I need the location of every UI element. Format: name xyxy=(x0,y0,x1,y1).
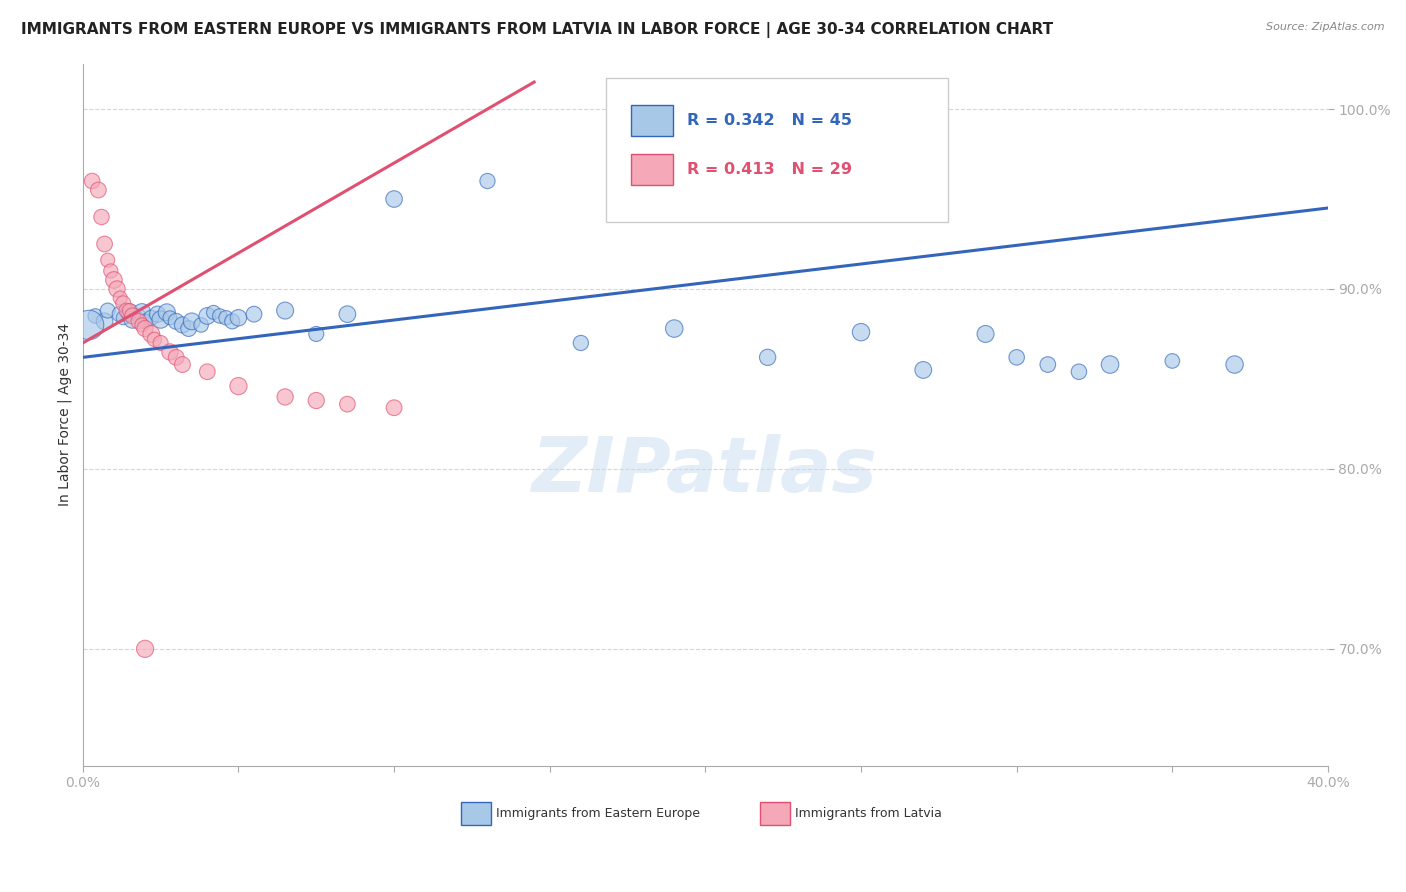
Text: IMMIGRANTS FROM EASTERN EUROPE VS IMMIGRANTS FROM LATVIA IN LABOR FORCE | AGE 30: IMMIGRANTS FROM EASTERN EUROPE VS IMMIGR… xyxy=(21,22,1053,38)
Point xyxy=(156,305,179,319)
Point xyxy=(141,326,163,341)
Point xyxy=(97,303,120,318)
Point xyxy=(664,321,686,335)
Point xyxy=(97,253,120,268)
Point xyxy=(215,310,238,325)
Point xyxy=(118,305,141,319)
Point xyxy=(1223,358,1246,372)
Point xyxy=(93,237,115,252)
Point xyxy=(112,310,135,325)
Point xyxy=(1036,358,1059,372)
Point xyxy=(172,318,194,332)
Point xyxy=(177,321,200,335)
Point xyxy=(90,210,112,224)
Text: ZIPatlas: ZIPatlas xyxy=(533,434,879,508)
Point xyxy=(274,303,297,318)
Point xyxy=(115,303,138,318)
Point xyxy=(149,335,172,350)
Point xyxy=(336,307,359,321)
Point xyxy=(77,318,100,332)
Point xyxy=(1161,354,1184,368)
Point xyxy=(149,312,172,326)
Text: R = 0.342   N = 45: R = 0.342 N = 45 xyxy=(686,112,852,128)
Point xyxy=(180,314,202,328)
FancyBboxPatch shape xyxy=(761,802,790,825)
Point xyxy=(221,314,243,328)
Point xyxy=(128,314,150,328)
Point xyxy=(305,326,328,341)
Point xyxy=(134,321,156,335)
Point xyxy=(93,314,115,328)
Point xyxy=(118,303,141,318)
Point xyxy=(103,273,125,287)
Point xyxy=(849,325,872,339)
FancyBboxPatch shape xyxy=(631,154,673,185)
Point xyxy=(569,335,592,350)
Point xyxy=(100,264,122,278)
Point xyxy=(190,318,212,332)
Point xyxy=(1099,358,1122,372)
Y-axis label: In Labor Force | Age 30-34: In Labor Force | Age 30-34 xyxy=(58,324,72,507)
Point xyxy=(159,310,181,325)
Point xyxy=(141,310,163,325)
FancyBboxPatch shape xyxy=(631,104,673,136)
Point xyxy=(128,309,150,323)
Point xyxy=(159,345,181,359)
Point xyxy=(87,183,110,197)
Point xyxy=(112,296,135,310)
Point xyxy=(305,393,328,408)
Point xyxy=(974,326,997,341)
Text: Immigrants from Eastern Europe: Immigrants from Eastern Europe xyxy=(496,807,700,820)
Point xyxy=(131,318,153,332)
FancyBboxPatch shape xyxy=(461,802,491,825)
FancyBboxPatch shape xyxy=(606,78,948,222)
Point xyxy=(165,351,187,365)
Text: Immigrants from Latvia: Immigrants from Latvia xyxy=(794,807,942,820)
Point xyxy=(477,174,499,188)
Point xyxy=(84,309,107,323)
Point xyxy=(108,307,131,321)
Point xyxy=(912,363,935,377)
Text: Source: ZipAtlas.com: Source: ZipAtlas.com xyxy=(1267,22,1385,32)
Point xyxy=(228,310,250,325)
Point xyxy=(195,309,218,323)
Point xyxy=(1067,365,1090,379)
Point xyxy=(172,358,194,372)
Point xyxy=(134,641,156,656)
Point xyxy=(134,314,156,328)
Point xyxy=(382,401,405,415)
Point xyxy=(208,309,231,323)
Point xyxy=(131,305,153,319)
Point xyxy=(202,305,225,319)
Text: R = 0.413   N = 29: R = 0.413 N = 29 xyxy=(686,161,852,177)
Point xyxy=(228,379,250,393)
Point xyxy=(108,291,131,305)
Point xyxy=(195,365,218,379)
Point xyxy=(382,192,405,206)
Point xyxy=(146,307,169,321)
Point xyxy=(336,397,359,411)
Point xyxy=(143,332,166,346)
Point xyxy=(243,307,266,321)
Point xyxy=(756,351,779,365)
Point xyxy=(121,312,143,326)
Point xyxy=(165,314,187,328)
Point xyxy=(82,174,104,188)
Point xyxy=(1005,351,1028,365)
Point xyxy=(274,390,297,404)
Point xyxy=(105,282,128,296)
Point xyxy=(121,309,143,323)
